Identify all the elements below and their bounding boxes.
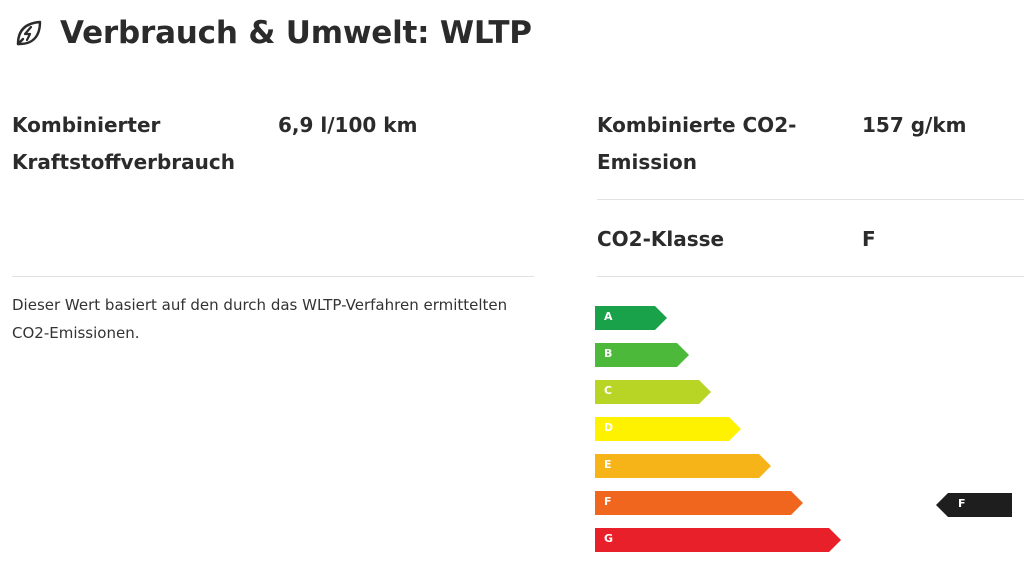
- consumption-value: 6,9 l/100 km: [278, 113, 418, 137]
- co2-class-label: CO2-Klasse: [597, 227, 725, 251]
- efficiency-band-letter: B: [604, 347, 613, 360]
- efficiency-band-letter: F: [604, 495, 612, 508]
- efficiency-band-b: B: [595, 343, 689, 367]
- section-header: Verbrauch & Umwelt: WLTP: [14, 8, 532, 58]
- co2-class-value: F: [862, 227, 876, 251]
- efficiency-band-e: E: [595, 454, 771, 478]
- emission-label: Kombinierte CO2- Emission: [597, 113, 797, 174]
- efficiency-band-c: C: [595, 380, 711, 404]
- efficiency-band-letter: C: [604, 384, 613, 397]
- divider: [597, 276, 1024, 277]
- efficiency-band-letter: E: [604, 458, 612, 471]
- wltp-note: Dieser Wert basiert auf den durch das WL…: [12, 296, 508, 342]
- selected-class-indicator: F: [936, 493, 1012, 517]
- efficiency-band-g: G: [595, 528, 841, 552]
- consumption-label: Kombinierter Kraftstoffverbrauch: [12, 113, 235, 174]
- divider: [12, 276, 534, 277]
- efficiency-band-a: A: [595, 306, 667, 330]
- efficiency-band-f: F: [595, 491, 803, 515]
- page-title: Verbrauch & Umwelt: WLTP: [60, 15, 532, 51]
- efficiency-band-d: D: [595, 417, 741, 441]
- efficiency-band-letter: G: [604, 532, 614, 545]
- efficiency-band-letter: A: [604, 310, 613, 323]
- emission-value: 157 g/km: [862, 113, 967, 137]
- leaf-bolt-icon: [14, 18, 44, 48]
- efficiency-band-letter: D: [604, 421, 614, 434]
- divider: [597, 199, 1024, 200]
